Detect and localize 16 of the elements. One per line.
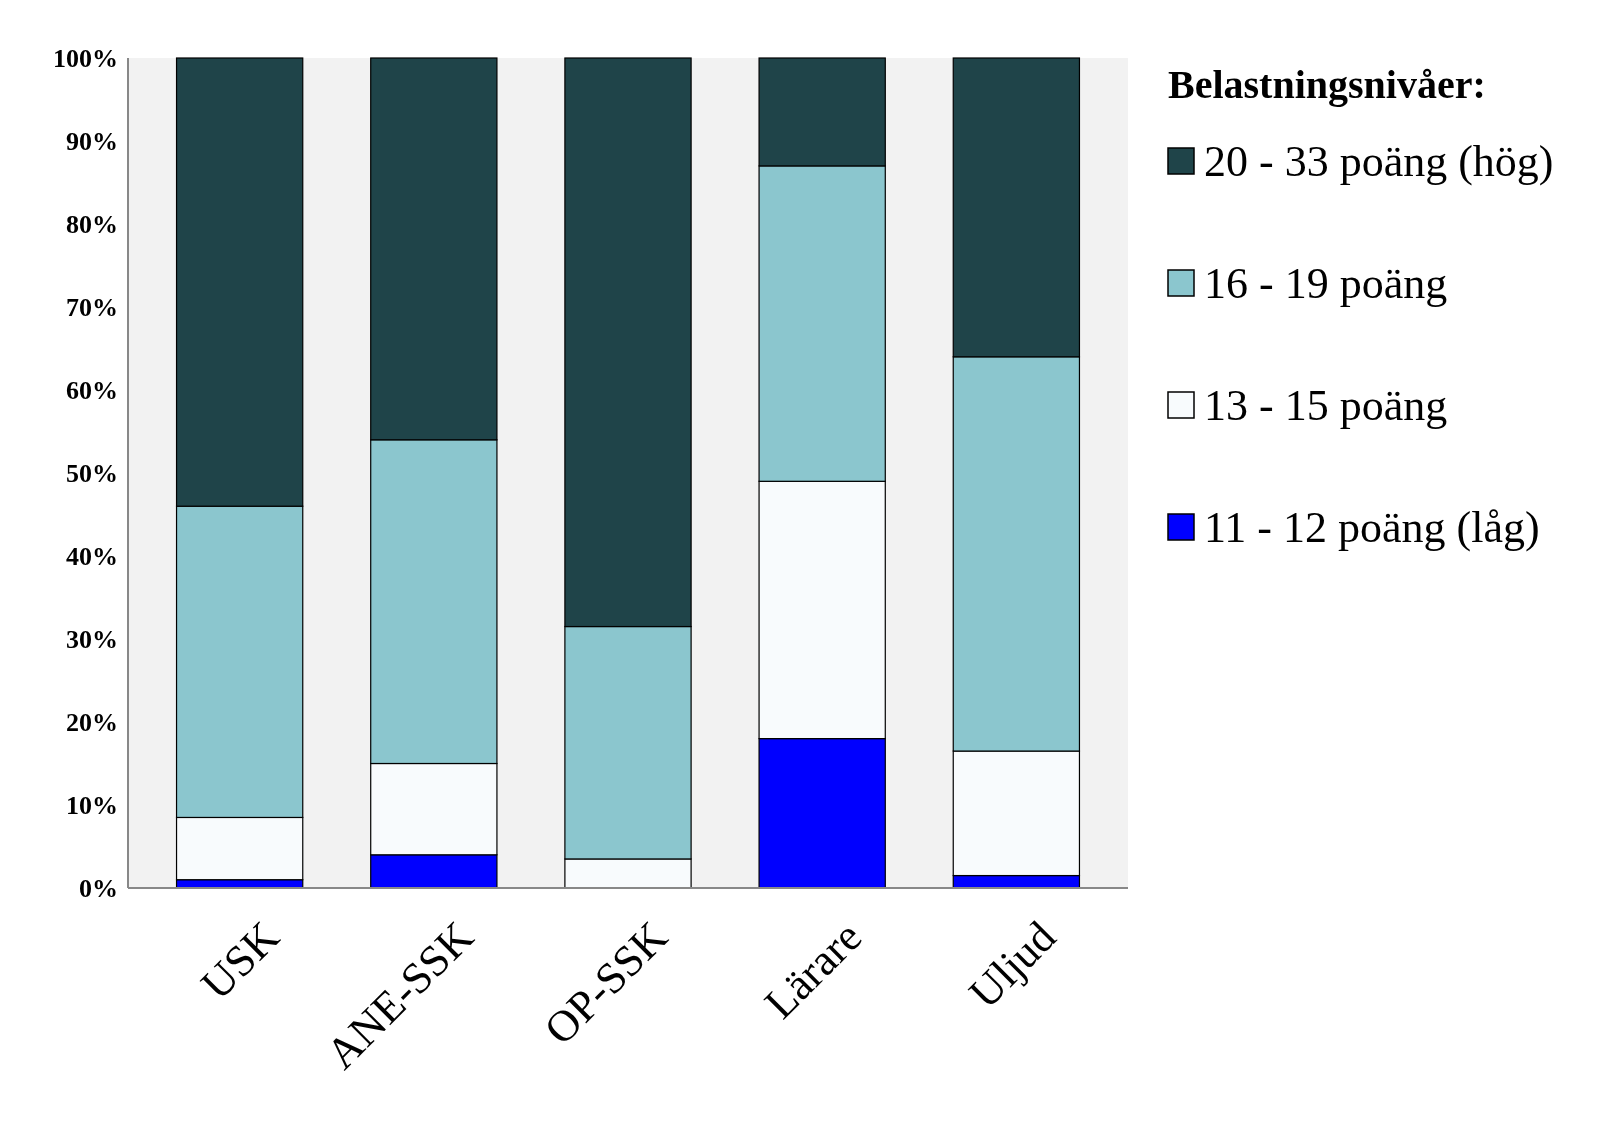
legend-label: 13 - 15 poäng <box>1204 381 1448 431</box>
y-tick-label: 80% <box>66 210 118 240</box>
y-tick-label: 30% <box>66 625 118 655</box>
legend-label: 11 - 12 poäng (låg) <box>1204 503 1540 553</box>
legend-label: 20 - 33 poäng (hög) <box>1204 137 1554 187</box>
y-tick-label: 20% <box>66 708 118 738</box>
y-tick-label: 100% <box>53 44 118 74</box>
y-tick-label: 70% <box>66 293 118 323</box>
legend-title: Belastningsnivåer: <box>1168 62 1486 107</box>
y-tick-label: 60% <box>66 376 118 406</box>
y-tick-label: 90% <box>66 127 118 157</box>
y-tick-label: 0% <box>79 874 118 904</box>
legend-label: 16 - 19 poäng <box>1204 259 1448 309</box>
y-tick-label: 50% <box>66 459 118 489</box>
y-tick-label: 10% <box>66 791 118 821</box>
y-tick-label: 40% <box>66 542 118 572</box>
